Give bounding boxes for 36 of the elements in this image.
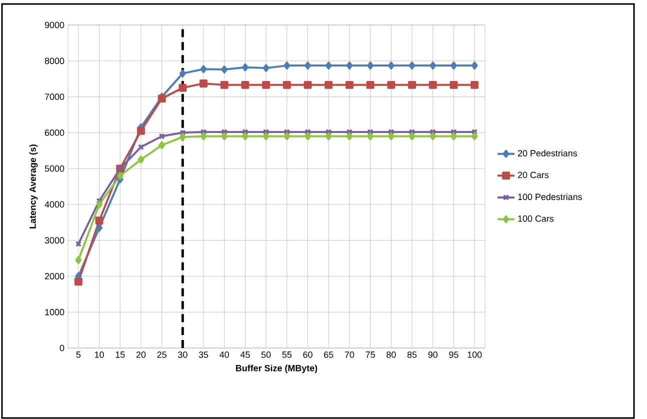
y-tick-label: 8000: [44, 58, 64, 64]
x-tick-label: 50: [261, 352, 271, 358]
legend-label: 20 Cars: [518, 172, 549, 178]
legend-label: 100 Pedestrians: [518, 193, 582, 200]
x-tick-label: 20: [136, 352, 146, 358]
x-tick-label: 5: [76, 352, 81, 358]
x-tick-label: 100: [468, 352, 482, 358]
x-tick-label: 10: [94, 352, 104, 358]
x-tick-label: 40: [220, 352, 230, 358]
y-axis-title: Latency Average (s): [29, 144, 38, 228]
x-tick-label: 25: [157, 352, 166, 358]
x-tick-label: 30: [178, 352, 188, 358]
x-tick-label: 45: [240, 352, 250, 358]
x-tick-label: 80: [386, 352, 396, 358]
x-tick-label: 95: [449, 352, 458, 358]
x-axis-title: Buffer Size (MByte): [236, 364, 318, 374]
y-tick-label: 3000: [44, 237, 64, 244]
x-tick-label: 85: [407, 352, 417, 358]
x-tick-label: 55: [282, 352, 292, 358]
x-tick-label: 70: [344, 352, 354, 358]
y-tick-label: 6000: [44, 129, 64, 136]
x-tick-label: 65: [324, 352, 334, 358]
y-tick-label: 7000: [44, 94, 64, 100]
y-tick-label: 2000: [44, 273, 64, 280]
x-tick-label: 60: [303, 352, 312, 358]
x-tick-label: 15: [116, 352, 125, 358]
y-tick-label: 4000: [44, 201, 64, 208]
x-tick-label: 35: [198, 352, 208, 358]
legend-label: 20 Pedestrians: [518, 150, 577, 156]
x-tick-label: 90: [428, 352, 438, 358]
y-tick-label: 5000: [44, 165, 64, 172]
y-tick-label: 9000: [44, 22, 64, 28]
y-tick-label: 0: [60, 344, 64, 352]
y-tick-label: 1000: [45, 308, 64, 316]
legend-label: 100 Cars: [518, 215, 554, 222]
x-tick-label: 75: [366, 352, 375, 358]
